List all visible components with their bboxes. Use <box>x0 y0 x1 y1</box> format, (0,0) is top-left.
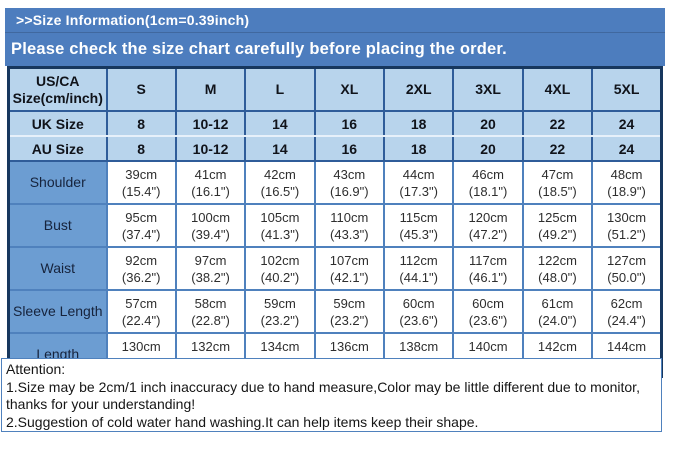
measurement-cell: 48cm (18.9") <box>591 160 663 205</box>
row-label: Sleeve Length <box>7 289 108 334</box>
measurement-cell: 41cm (16.1") <box>174 160 247 205</box>
measurement-cell: 110cm (43.3") <box>313 203 386 248</box>
measurement-cell: 105cm (41.3") <box>244 203 316 248</box>
attention-line-3: 2.Suggestion of cold water hand washing.… <box>6 413 479 430</box>
measurement-cell: 43cm (16.9") <box>313 160 386 205</box>
banner-subtitle: Please check the size chart carefully be… <box>11 40 507 58</box>
size-cell: 10-12 <box>174 135 247 162</box>
measurement-cell: 107cm (42.1") <box>313 246 386 291</box>
waist-row: Waist 92cm (36.2") 97cm (38.2") 102cm (4… <box>7 246 663 291</box>
size-cell: 14 <box>244 135 316 162</box>
size-cell: 10-12 <box>174 110 247 137</box>
size-cell: 8 <box>105 110 177 137</box>
measurement-cell: 59cm (23.2") <box>244 289 316 334</box>
measurement-cell: 95cm (37.4") <box>105 203 177 248</box>
measurement-cell: 44cm (17.3") <box>382 160 455 205</box>
measurement-cell: 39cm (15.4") <box>105 160 177 205</box>
measurement-cell: 59cm (23.2") <box>313 289 386 334</box>
table-header-row: US/CA Size(cm/inch) S M L XL 2XL 3XL 4XL… <box>7 66 663 112</box>
measurement-cell: 130cm (51.2") <box>591 203 663 248</box>
size-cell: 22 <box>521 110 594 137</box>
measurement-cell: 42cm (16.5") <box>244 160 316 205</box>
banner-title: >>Size Information(1cm=0.39inch) <box>5 8 665 33</box>
size-header-3xl: 3XL <box>452 66 524 112</box>
measurement-cell: 122cm (48.0") <box>521 246 594 291</box>
size-header-xl: XL <box>313 66 386 112</box>
attention-note-box: Attention: 1.Size may be 2cm/1 inch inac… <box>1 358 662 432</box>
measurement-cell: 117cm (46.1") <box>452 246 524 291</box>
measurement-cell: 112cm (44.1") <box>382 246 455 291</box>
attention-line-2: thanks for your understanding! <box>6 396 196 412</box>
measurement-cell: 125cm (49.2") <box>521 203 594 248</box>
size-cell: 16 <box>313 135 386 162</box>
size-cell: 22 <box>521 135 594 162</box>
measurement-cell: 100cm (39.4") <box>174 203 247 248</box>
au-size-row: AU Size 8 10-12 14 16 18 20 22 24 <box>7 135 663 162</box>
measurement-cell: 115cm (45.3") <box>382 203 455 248</box>
shoulder-row: Shoulder 39cm (15.4") 41cm (16.1") 42cm … <box>7 160 663 205</box>
size-cell: 18 <box>382 135 455 162</box>
size-header-4xl: 4XL <box>521 66 594 112</box>
measurement-cell: 60cm (23.6") <box>382 289 455 334</box>
size-cell: 18 <box>382 110 455 137</box>
size-header-2xl: 2XL <box>382 66 455 112</box>
measurement-cell: 57cm (22.4") <box>105 289 177 334</box>
size-cell: 24 <box>591 110 663 137</box>
attention-title: Attention: <box>6 361 66 377</box>
size-cell: 20 <box>452 135 524 162</box>
row-label: Waist <box>7 246 108 291</box>
size-cell: 16 <box>313 110 386 137</box>
corner-header-cell: US/CA Size(cm/inch) <box>7 66 108 112</box>
measurement-cell: 46cm (18.1") <box>452 160 524 205</box>
measurement-cell: 92cm (36.2") <box>105 246 177 291</box>
row-label: Shoulder <box>7 160 108 205</box>
uk-size-row: UK Size 8 10-12 14 16 18 20 22 24 <box>7 110 663 137</box>
measurement-cell: 102cm (40.2") <box>244 246 316 291</box>
sleeve-length-row: Sleeve Length 57cm (22.4") 58cm (22.8") … <box>7 289 663 334</box>
row-label: Bust <box>7 203 108 248</box>
measurement-cell: 97cm (38.2") <box>174 246 247 291</box>
measurement-cell: 120cm (47.2") <box>452 203 524 248</box>
measurement-cell: 127cm (50.0") <box>591 246 663 291</box>
size-chart-table: US/CA Size(cm/inch) S M L XL 2XL 3XL 4XL… <box>7 66 663 378</box>
size-cell: 20 <box>452 110 524 137</box>
measurement-cell: 61cm (24.0") <box>521 289 594 334</box>
size-info-banner: >>Size Information(1cm=0.39inch) Please … <box>5 8 665 66</box>
measurement-cell: 58cm (22.8") <box>174 289 247 334</box>
measurement-cell: 62cm (24.4") <box>591 289 663 334</box>
size-header-5xl: 5XL <box>591 66 663 112</box>
size-cell: 24 <box>591 135 663 162</box>
row-label: UK Size <box>7 110 108 137</box>
attention-line-1: 1.Size may be 2cm/1 inch inaccuracy due … <box>6 378 640 395</box>
row-label: AU Size <box>7 135 108 162</box>
measurement-cell: 60cm (23.6") <box>452 289 524 334</box>
size-cell: 8 <box>105 135 177 162</box>
bust-row: Bust 95cm (37.4") 100cm (39.4") 105cm (4… <box>7 203 663 248</box>
size-header-s: S <box>105 66 177 112</box>
size-header-m: M <box>174 66 247 112</box>
measurement-cell: 47cm (18.5") <box>521 160 594 205</box>
size-header-l: L <box>244 66 316 112</box>
size-cell: 14 <box>244 110 316 137</box>
